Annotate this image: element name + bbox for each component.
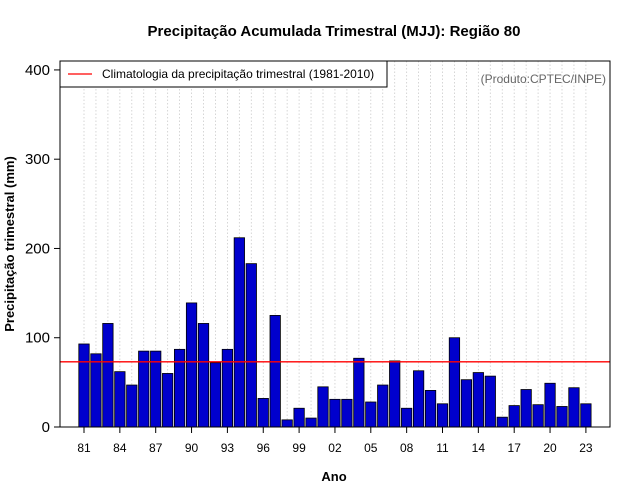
bar-2004	[353, 357, 365, 428]
x-axis: 81 84 87 90 93 96 99 02 05 08 11 14 17 20 23	[77, 427, 593, 455]
legend-box	[59, 60, 388, 88]
y-tick-label-0: 0	[42, 419, 50, 436]
x-tick-label-23: 23	[579, 441, 593, 455]
bar-2020	[544, 382, 556, 428]
bar-2007	[389, 360, 401, 428]
bar-1993	[221, 348, 233, 428]
x-tick-label-81: 81	[77, 441, 91, 455]
bar-1987	[150, 350, 162, 428]
x-tick-label-99: 99	[292, 441, 306, 455]
bar-1981	[78, 343, 90, 428]
x-tick-label-05: 05	[364, 441, 378, 455]
y-axis: 0 100 200 300 400	[25, 62, 60, 436]
x-tick-label-84: 84	[113, 441, 127, 455]
chart-title: Precipitação Acumulada Trimestral (MJJ):…	[148, 23, 521, 40]
bar-2008	[401, 407, 413, 428]
bar-1996	[257, 398, 269, 428]
bar-2003	[341, 398, 353, 428]
bar-1994	[233, 237, 245, 428]
x-axis-label: Ano	[321, 469, 346, 484]
y-axis-label: Precipitação trimestral (mm)	[2, 156, 17, 332]
bar-1982	[90, 353, 102, 428]
legend-label: Climatologia da precipitação trimestral …	[102, 67, 374, 81]
bar-1986	[138, 350, 150, 428]
bar-1995	[245, 263, 257, 428]
bar-2019	[532, 404, 544, 428]
legend: Climatologia da precipitação trimestral …	[59, 60, 388, 88]
bar-2005	[365, 401, 377, 428]
x-tick-label-93: 93	[221, 441, 235, 455]
bar-2021	[556, 406, 568, 428]
x-tick-label-90: 90	[185, 441, 199, 455]
x-tick-label-02: 02	[328, 441, 342, 455]
x-tick-label-08: 08	[400, 441, 414, 455]
x-tick-label-87: 87	[149, 441, 163, 455]
bar-1992	[209, 362, 222, 428]
y-tick-label-300: 300	[25, 151, 50, 168]
y-tick-label-400: 400	[25, 62, 50, 79]
bar-2022	[568, 387, 580, 428]
x-tick-label-96: 96	[257, 441, 271, 455]
x-tick-label-11: 11	[436, 441, 449, 455]
bar-1983	[102, 323, 114, 428]
x-tick-label-20: 20	[543, 441, 557, 455]
bar-1999	[293, 407, 305, 428]
bar-2013	[460, 379, 473, 428]
x-tick-label-17: 17	[508, 441, 522, 455]
bar-1990	[185, 302, 198, 428]
bar-1988	[162, 373, 174, 428]
bar-2010	[424, 389, 437, 428]
bar-1984	[114, 371, 126, 428]
bar-2017	[508, 405, 520, 428]
bar-2011	[436, 403, 449, 428]
y-tick-label-200: 200	[25, 240, 50, 257]
bar-1985	[126, 384, 138, 428]
bar-1989	[173, 348, 186, 428]
bar-2015	[484, 375, 496, 428]
x-tick-label-14: 14	[472, 441, 486, 455]
bar-2001	[317, 386, 329, 428]
bar-2023	[580, 403, 592, 428]
bar-2018	[520, 389, 532, 428]
bar-2000	[305, 417, 317, 428]
bar-2014	[472, 372, 484, 428]
bars	[78, 237, 592, 428]
bar-2006	[377, 384, 389, 428]
bar-1997	[269, 315, 281, 428]
credit-text: (Produto:CPTEC/INPE)	[481, 72, 606, 86]
bar-1991	[197, 323, 210, 428]
bar-2009	[412, 370, 425, 428]
bar-2016	[496, 416, 508, 428]
bar-1998	[281, 419, 293, 428]
bar-2012	[448, 337, 461, 428]
bar-2002	[329, 398, 341, 428]
y-tick-label-100: 100	[25, 330, 50, 347]
